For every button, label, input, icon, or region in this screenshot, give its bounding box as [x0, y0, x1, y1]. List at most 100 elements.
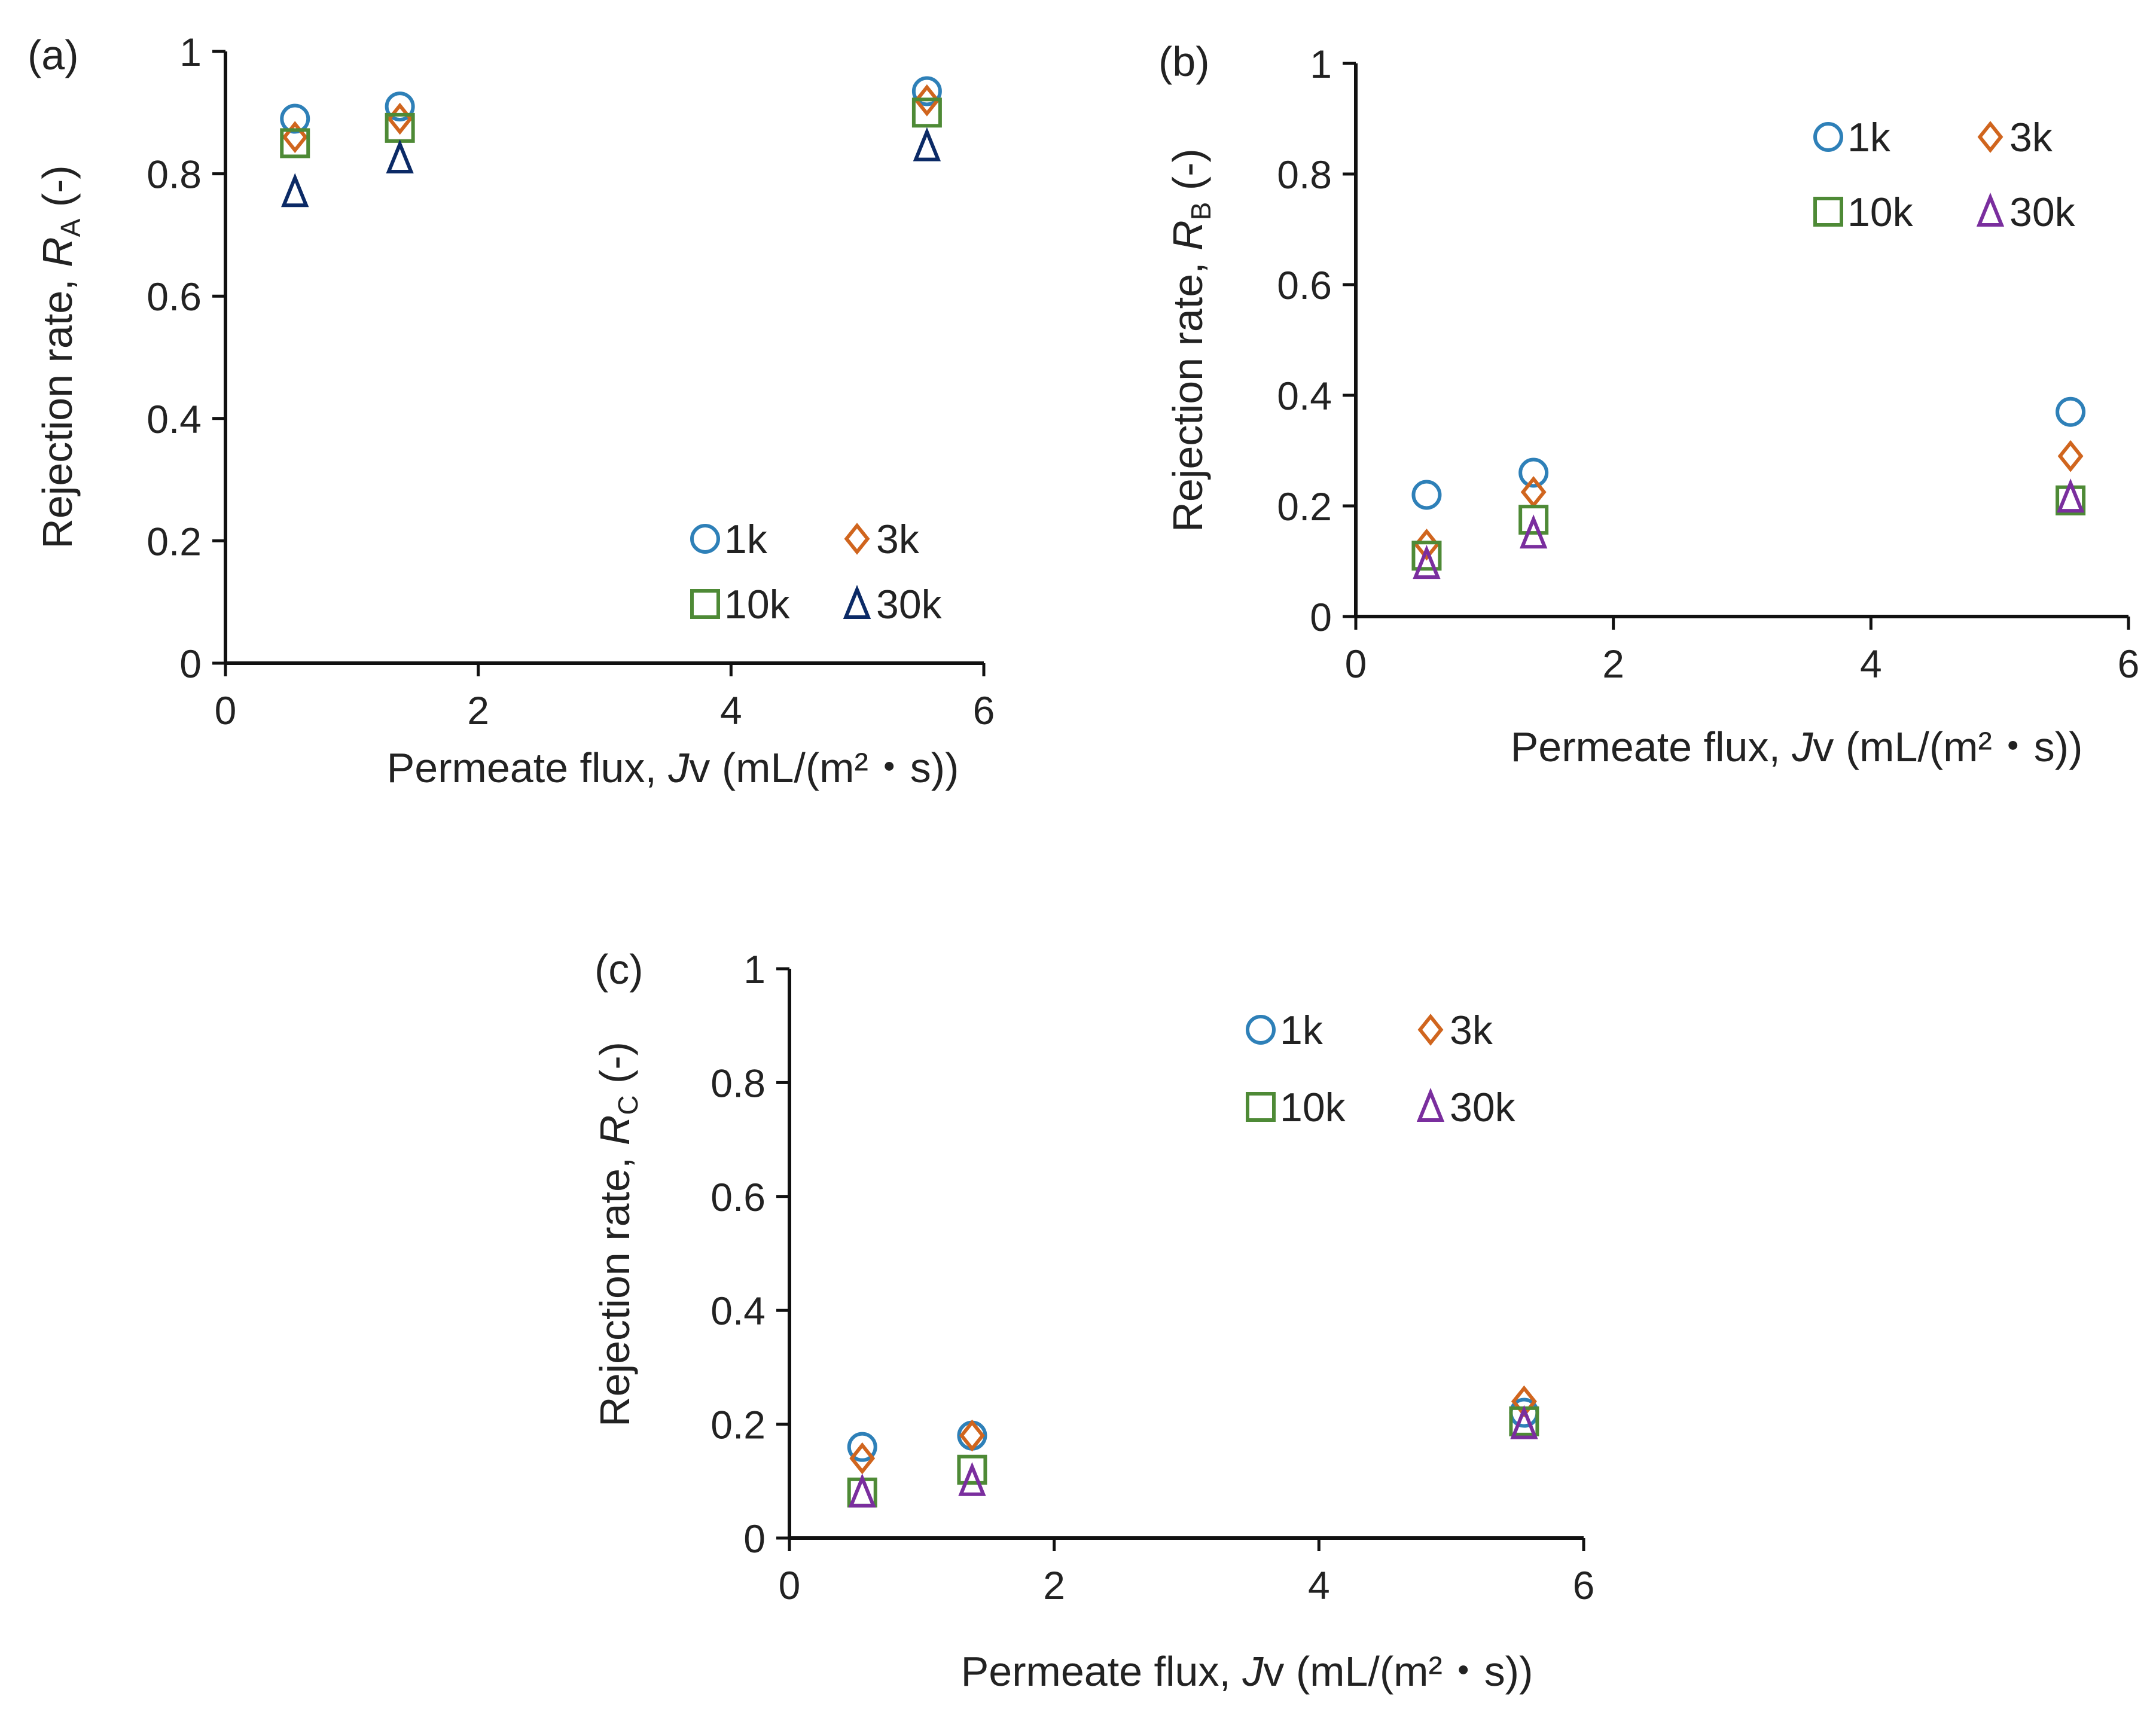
y-axis-title: Rejection rate, RA (-) — [34, 165, 86, 548]
legend-label: 3k — [2009, 115, 2053, 160]
y-tick-label: 0 — [1310, 595, 1332, 639]
y-title-suffix: (-) — [34, 165, 81, 218]
legend-label: 30k — [2009, 190, 2076, 235]
data-point — [1518, 457, 1549, 488]
data-point — [957, 1454, 987, 1485]
x-axis-title: Permeate flux, Jv (mL/(m²・s)) — [387, 745, 959, 791]
y-title-suffix: (-) — [591, 1042, 638, 1095]
data-point — [958, 1462, 986, 1496]
y-title-variable: R — [1164, 220, 1211, 251]
y-axis-title: Rejection rate, RB (-) — [1164, 148, 1216, 532]
legend-label: 3k — [1450, 1008, 1493, 1053]
y-tick-label: 1 — [1310, 42, 1332, 86]
legend-circle-icon — [1246, 1015, 1276, 1045]
data-point — [2057, 440, 2084, 472]
legend-triangle-icon — [1976, 193, 2005, 227]
legend-item-1k: 1k — [1246, 1008, 1324, 1053]
data-point — [1411, 541, 1442, 571]
y-tick-label: 1 — [743, 947, 766, 991]
data-point — [913, 127, 941, 161]
data-point — [2056, 396, 2086, 427]
legend-item-10k: 10k — [1813, 190, 1914, 235]
y-tick-label: 0.8 — [710, 1061, 766, 1105]
legend-item-1k: 1k — [1813, 115, 1891, 160]
chart-panel-b: 0 2 4 6 0 0.2 0.4 0.6 0.8 1 (b) Permeate flux, Jv (… — [1158, 38, 2139, 770]
data-point — [849, 1442, 876, 1475]
chart-panel-c: 0 2 4 6 0 0.2 0.4 0.6 0.8 1 (c) Permeate flux, Jv (… — [591, 946, 1594, 1695]
series-10k — [280, 97, 942, 158]
x-title-variable: J — [1242, 1648, 1264, 1695]
x-tick-label: 4 — [1308, 1563, 1330, 1607]
legend-label: 10k — [1280, 1085, 1346, 1130]
data-point — [911, 76, 942, 106]
x-title-prefix: Permeate flux, — [387, 745, 669, 791]
x-tick-label: 4 — [720, 688, 742, 733]
legend-item-10k: 10k — [1246, 1085, 1346, 1130]
series-1k — [280, 76, 942, 134]
x-title-variable: J — [667, 745, 690, 791]
x-axis-title: Permeate flux, Jv (mL/(m²・s)) — [961, 1648, 1533, 1695]
data-point — [386, 139, 414, 174]
x-tick-label: 0 — [215, 688, 237, 733]
data-point — [281, 173, 309, 208]
legend-label: 1k — [724, 517, 768, 562]
y-title-subscript: C — [612, 1095, 644, 1115]
data-point — [847, 1432, 877, 1462]
legend-item-3k: 3k — [1417, 1008, 1493, 1053]
y-title-prefix: Rejection rate, — [591, 1145, 638, 1427]
y-tick-label: 0.2 — [710, 1403, 766, 1447]
x-title-prefix: Permeate flux, — [961, 1648, 1243, 1695]
series-3k — [282, 84, 940, 154]
legend-square-icon — [1246, 1092, 1276, 1122]
x-title-suffix: v (mL/(m²・s)) — [1263, 1648, 1533, 1695]
x-title-suffix: v (mL/(m²・s)) — [1813, 724, 2082, 770]
legend: 1k 3k 10k 30k — [690, 517, 943, 627]
x-tick-label: 0 — [779, 1563, 801, 1607]
x-tick-label: 0 — [1345, 642, 1367, 686]
data-point — [1520, 514, 1548, 549]
y-tick-label: 0.4 — [147, 397, 202, 441]
legend: 1k 3k 10k 30k — [1813, 115, 2076, 235]
y-tick-label: 0 — [179, 642, 202, 686]
legend-label: 30k — [876, 582, 943, 627]
data-point — [2056, 478, 2085, 513]
series-1k — [847, 1398, 1539, 1462]
x-tick-label: 6 — [1573, 1563, 1595, 1607]
data-point — [959, 1419, 985, 1452]
legend: 1k 3k 10k 30k — [1246, 1008, 1516, 1130]
legend-square-icon — [690, 589, 720, 619]
x-tick-label: 2 — [467, 688, 489, 733]
legend-diamond-icon — [1977, 121, 2003, 153]
legend-label: 10k — [1847, 190, 1914, 235]
y-tick-label: 1 — [179, 30, 202, 74]
series-30k — [281, 127, 941, 208]
data-point — [848, 1473, 876, 1508]
legend-item-30k: 30k — [843, 582, 943, 627]
x-tick-label: 6 — [973, 688, 995, 733]
data-point — [282, 121, 308, 154]
legend-diamond-icon — [844, 523, 870, 555]
panel-label: (c) — [594, 946, 644, 993]
x-tick-label: 6 — [2118, 642, 2140, 686]
data-point — [1413, 528, 1440, 561]
x-tick-label: 2 — [1043, 1563, 1065, 1607]
legend-item-30k: 30k — [1416, 1085, 1516, 1130]
y-title-variable: R — [34, 237, 81, 267]
y-tick-label: 0.4 — [710, 1289, 766, 1333]
y-tick-label: 0.8 — [147, 152, 202, 197]
series-10k — [847, 1406, 1539, 1508]
legend-item-3k: 3k — [844, 517, 920, 562]
data-point — [914, 84, 940, 117]
y-title-variable: R — [591, 1115, 638, 1146]
y-tick-label: 0.6 — [1277, 263, 1332, 307]
legend-item-30k: 30k — [1976, 190, 2076, 235]
legend-label: 1k — [1280, 1008, 1324, 1053]
series-1k — [1411, 396, 2086, 510]
data-point — [911, 97, 942, 128]
x-axis-title: Permeate flux, Jv (mL/(m²・s)) — [1511, 724, 2083, 770]
data-point — [1510, 1405, 1538, 1439]
legend-label: 1k — [1847, 115, 1891, 160]
series-30k — [1413, 478, 2085, 579]
legend-diamond-icon — [1417, 1014, 1444, 1046]
